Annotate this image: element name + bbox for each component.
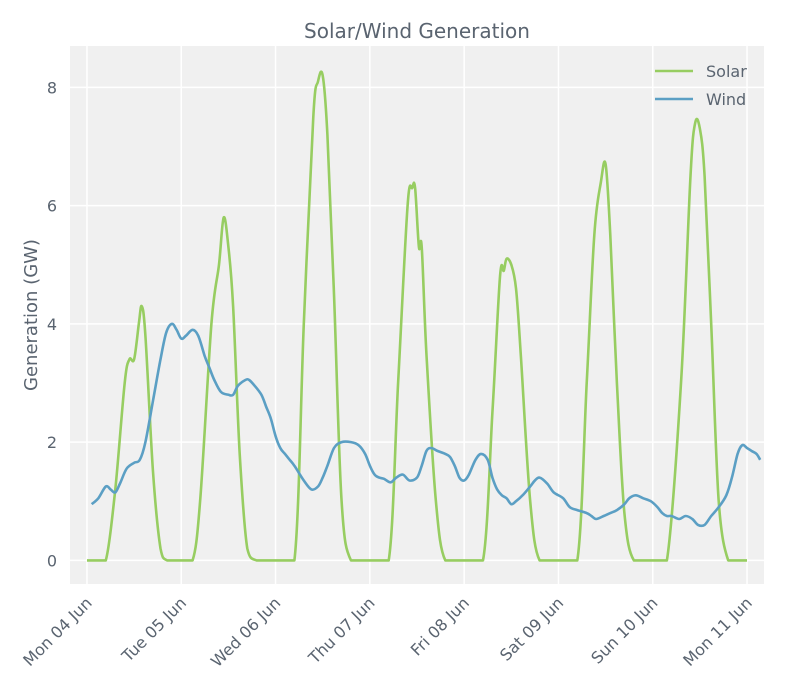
series-line-wind (90, 322, 762, 528)
y-tick-label: 8 (47, 78, 57, 97)
x-tick-label: Fri 08 Jun (407, 593, 473, 659)
y-tick-labels: 0 2 4 6 8 (47, 78, 57, 570)
x-tick-labels: Mon 04 Jun Tue 05 Jun Wed 06 Jun Thu 07 Jun… (19, 593, 756, 670)
x-tick-label: Wed 06 Jun (207, 593, 284, 670)
y-tick-label: 6 (47, 197, 57, 216)
grid (70, 46, 764, 584)
x-tick-label: Mon 04 Jun (19, 593, 96, 670)
chart-title: Solar/Wind Generation (304, 19, 530, 43)
legend: Solar Wind (655, 62, 747, 109)
x-tick-label: Sun 10 Jun (587, 593, 661, 667)
series-line-solar (87, 70, 747, 562)
y-axis-label: Generation (GW) (21, 239, 42, 391)
y-tick-label: 0 (47, 551, 57, 570)
x-tick-label: Sat 09 Jun (496, 593, 567, 664)
x-tick-label: Tue 05 Jun (117, 593, 190, 666)
legend-label-wind: Wind (706, 90, 746, 109)
legend-label-solar: Solar (706, 62, 747, 81)
y-tick-label: 4 (47, 315, 57, 334)
x-tick-label: Thu 07 Jun (304, 593, 379, 668)
plot-background (70, 46, 764, 584)
series-layer (87, 70, 762, 562)
y-tick-label: 2 (47, 433, 57, 452)
x-tick-label: Mon 11 Jun (679, 593, 756, 670)
